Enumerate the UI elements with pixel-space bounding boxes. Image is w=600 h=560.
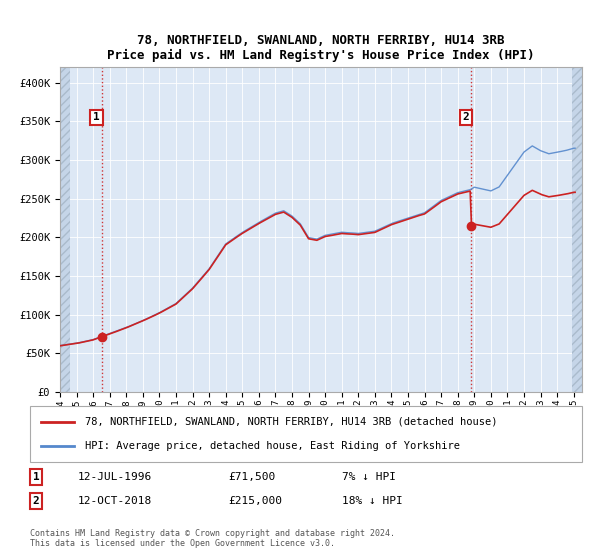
Title: 78, NORTHFIELD, SWANLAND, NORTH FERRIBY, HU14 3RB
Price paid vs. HM Land Registr: 78, NORTHFIELD, SWANLAND, NORTH FERRIBY,… [107,34,535,62]
Text: £215,000: £215,000 [228,496,282,506]
Text: 1: 1 [93,113,100,123]
Text: 1: 1 [32,472,40,482]
Text: 12-JUL-1996: 12-JUL-1996 [78,472,152,482]
FancyBboxPatch shape [30,406,582,462]
Text: 7% ↓ HPI: 7% ↓ HPI [342,472,396,482]
Text: 12-OCT-2018: 12-OCT-2018 [78,496,152,506]
Text: 2: 2 [463,113,469,123]
Text: 18% ↓ HPI: 18% ↓ HPI [342,496,403,506]
Text: 78, NORTHFIELD, SWANLAND, NORTH FERRIBY, HU14 3RB (detached house): 78, NORTHFIELD, SWANLAND, NORTH FERRIBY,… [85,417,498,427]
Text: HPI: Average price, detached house, East Riding of Yorkshire: HPI: Average price, detached house, East… [85,441,460,451]
Bar [572,67,589,392]
Text: Contains HM Land Registry data © Crown copyright and database right 2024.
This d: Contains HM Land Registry data © Crown c… [30,529,395,548]
Text: £71,500: £71,500 [228,472,275,482]
Text: 2: 2 [32,496,40,506]
Bar [60,67,70,392]
